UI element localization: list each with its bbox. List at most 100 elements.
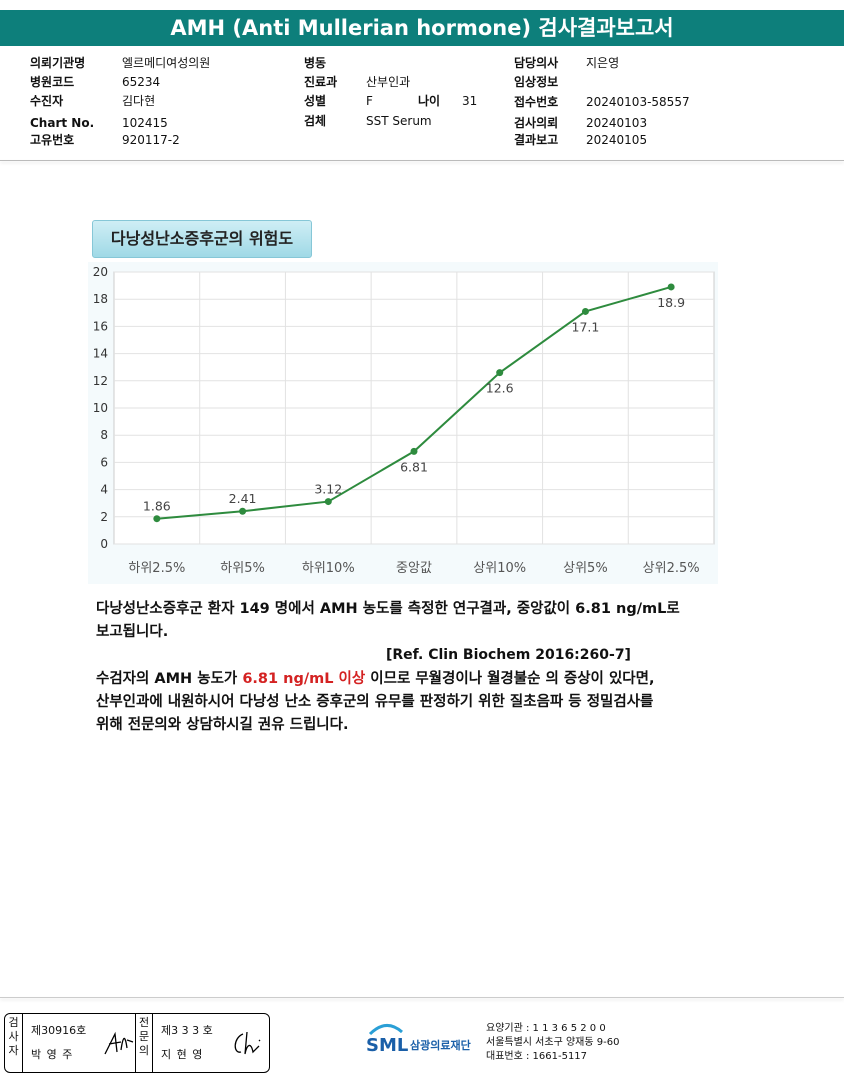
data-label: 18.9 (657, 295, 685, 310)
advice-paragraph: 수검자의 AMH 농도가 6.81 ng/mL 이상 이므로 무월경이나 월경불… (96, 668, 654, 737)
examiner-no: 제30916호 (31, 1024, 87, 1037)
y-tick-label: 14 (93, 347, 108, 361)
info-label: 임상정보 (514, 75, 559, 89)
x-tick-label: 하위5% (220, 561, 265, 576)
footer-line-3: 대표번호 : 1661-5117 (486, 1051, 588, 1062)
footer-separator (0, 997, 844, 998)
header-separator (0, 160, 844, 161)
info-value: 김다현 (122, 94, 156, 108)
advice-pre: 수검자의 AMH 농도가 (96, 671, 243, 687)
info-label: Chart No. (30, 116, 95, 130)
info-label: 성별 (304, 94, 327, 108)
examiner-name: 박 영 주 (31, 1048, 74, 1061)
y-tick-label: 20 (93, 265, 108, 279)
x-tick-label: 상위2.5% (643, 561, 700, 576)
info-label: 접수번호 (514, 95, 559, 109)
data-point (324, 498, 332, 506)
y-tick-label: 8 (100, 428, 108, 442)
footer-line-1: 요양기관 : 1 1 3 6 5 2 0 0 (486, 1023, 606, 1034)
info-label: 결과보고 (514, 133, 559, 147)
y-tick-label: 0 (100, 537, 108, 551)
x-tick-label: 상위10% (473, 561, 526, 576)
age-label: 나이 (418, 94, 441, 108)
age-value: 31 (462, 94, 478, 108)
info-label: 병동 (304, 56, 327, 70)
data-labels: 1.86 2.41 3.12 6.81 12.6 17.1 18.9 (143, 295, 685, 514)
report-title: AMH (Anti Mullerian hormone) 검사결과보고서 (0, 10, 844, 46)
footer-info: 요양기관 : 1 1 3 6 5 2 0 0 서울특별시 서초구 양재동 9-6… (486, 1022, 619, 1064)
data-label: 3.12 (314, 482, 342, 497)
info-label: 담당의사 (514, 56, 559, 70)
examiner-cell: 제30916호 박 영 주 (31, 1014, 135, 1072)
info-label: 진료과 (304, 75, 338, 89)
y-tick-label: 10 (93, 401, 108, 415)
data-points (153, 283, 675, 523)
y-tick-label: 16 (93, 319, 108, 333)
study-line-2: 보고됩니다. (96, 624, 169, 640)
advice-line-1: 수검자의 AMH 농도가 6.81 ng/mL 이상 이므로 무월경이나 월경불… (96, 668, 654, 691)
data-point (581, 307, 589, 315)
y-tick-label: 18 (93, 292, 108, 306)
y-tick-label: 4 (100, 483, 108, 497)
study-paragraph: 다낭성난소증후군 환자 149 명에서 AMH 농도를 측정한 연구결과, 중앙… (96, 598, 680, 644)
logo-text: SML (366, 1035, 408, 1056)
data-label: 12.6 (486, 381, 514, 396)
data-point (667, 283, 675, 291)
x-tick-label: 중앙값 (396, 561, 432, 576)
specialist-signature (234, 1031, 261, 1055)
info-label: 병원코드 (30, 75, 75, 89)
x-ticks: 하위2.5% 하위5% 하위10% 중앙값 상위10% 상위5% 상위2.5% (128, 561, 699, 576)
info-label: 수진자 (30, 94, 64, 108)
data-point (153, 515, 161, 523)
info-label: 의뢰기관명 (30, 56, 86, 70)
examiner-signature (104, 1031, 134, 1055)
advice-line-3: 위해 전문의와 상담하시길 권유 드립니다. (96, 717, 349, 733)
info-value: F (366, 94, 373, 108)
org-name: 삼광의료재단 (410, 1038, 471, 1052)
info-value: 엘르메디여성의원 (122, 56, 211, 70)
info-value: 20240103-58557 (586, 95, 690, 109)
sml-logo: SML 삼광의료재단 (366, 1020, 484, 1064)
x-tick-label: 하위2.5% (128, 561, 185, 576)
data-point (239, 507, 247, 515)
info-value: 920117-2 (122, 133, 180, 147)
y-tick-label: 2 (100, 510, 108, 524)
specialist-name: 지 현 영 (161, 1048, 204, 1061)
info-value: 지은영 (586, 56, 620, 70)
specialist-no: 제3 3 3 호 (161, 1024, 213, 1037)
footer-line-2: 서울특별시 서초구 양재동 9-60 (486, 1037, 620, 1048)
advice-highlight: 6.81 ng/mL 이상 (242, 671, 366, 687)
logo-mark: SML 삼광의료재단 (366, 1024, 471, 1056)
advice-line-2: 산부인과에 내원하시어 다낭성 난소 증후군의 유무를 판정하기 위한 질초음파… (96, 694, 654, 710)
data-label: 1.86 (143, 499, 171, 514)
specialist-cell: 제3 3 3 호 지 현 영 (161, 1014, 265, 1072)
info-value: SST Serum (366, 114, 432, 128)
y-tick-label: 6 (100, 455, 108, 469)
study-line-1: 다낭성난소증후군 환자 149 명에서 AMH 농도를 측정한 연구결과, 중앙… (96, 601, 680, 617)
info-label: 검사의뢰 (514, 116, 559, 130)
info-value: 102415 (122, 116, 168, 130)
y-tick-label: 12 (93, 374, 108, 388)
grid (114, 271, 714, 545)
data-point (496, 369, 504, 377)
info-value: 산부인과 (366, 75, 411, 89)
reference: [Ref. Clin Biochem 2016:260-7] (386, 647, 631, 663)
y-ticks: 0 2 4 6 8 10 12 14 16 18 20 (93, 265, 108, 551)
info-label: 고유번호 (30, 133, 75, 147)
data-label: 6.81 (400, 459, 428, 474)
info-label: 검체 (304, 114, 327, 128)
chart-title: 다낭성난소증후군의 위험도 (92, 220, 312, 258)
data-label: 17.1 (572, 319, 600, 334)
x-tick-label: 상위5% (563, 561, 608, 576)
info-value: 65234 (122, 75, 161, 89)
x-tick-label: 하위10% (302, 561, 355, 576)
data-label: 2.41 (229, 491, 257, 506)
data-point (410, 447, 418, 455)
info-value: 20240103 (586, 116, 648, 130)
risk-line-chart: 0 2 4 6 8 10 12 14 16 18 20 하위2.5% 하위5% 하위10% 중앙값 상위10… (88, 262, 718, 584)
info-value: 20240105 (586, 133, 648, 147)
advice-post: 이므로 무월경이나 월경불순 의 증상이 있다면, (365, 671, 655, 687)
